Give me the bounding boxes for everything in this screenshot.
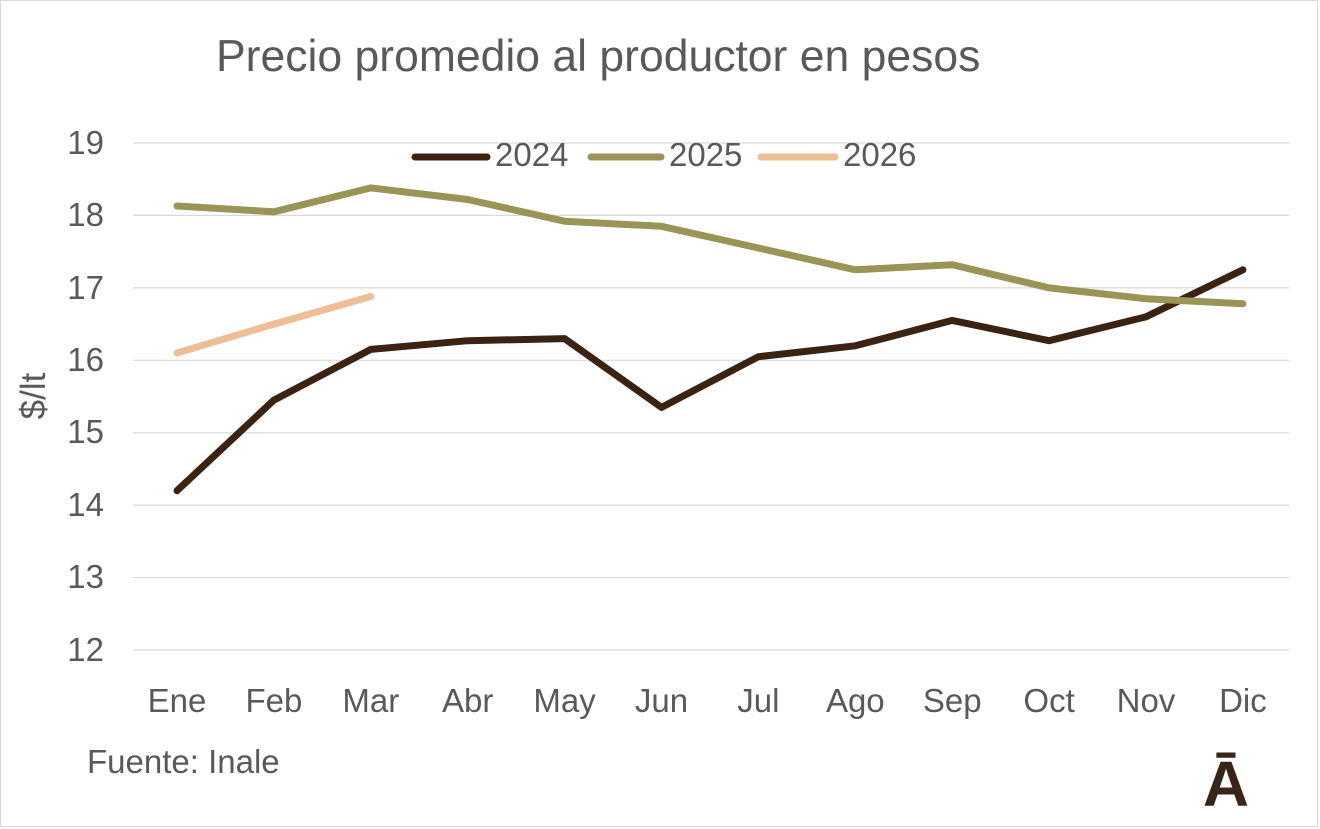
svg-text:Ā: Ā bbox=[1203, 748, 1249, 820]
svg-text:2026: 2026 bbox=[843, 136, 916, 173]
svg-text:Jul: Jul bbox=[737, 682, 779, 719]
svg-text:Dic: Dic bbox=[1219, 682, 1267, 719]
svg-text:14: 14 bbox=[67, 486, 104, 523]
svg-text:17: 17 bbox=[67, 269, 104, 306]
svg-text:Ago: Ago bbox=[826, 682, 885, 719]
svg-text:16: 16 bbox=[67, 341, 104, 378]
svg-text:Nov: Nov bbox=[1117, 682, 1176, 719]
svg-text:Abr: Abr bbox=[442, 682, 493, 719]
svg-text:Oct: Oct bbox=[1023, 682, 1074, 719]
svg-text:19: 19 bbox=[67, 124, 104, 161]
svg-text:2024: 2024 bbox=[495, 136, 568, 173]
svg-text:Ene: Ene bbox=[148, 682, 207, 719]
svg-text:May: May bbox=[533, 682, 596, 719]
svg-text:15: 15 bbox=[67, 413, 104, 450]
svg-text:$/lt: $/lt bbox=[14, 372, 53, 419]
svg-text:Jun: Jun bbox=[635, 682, 688, 719]
svg-text:13: 13 bbox=[67, 558, 104, 595]
svg-text:Mar: Mar bbox=[342, 682, 399, 719]
svg-text:12: 12 bbox=[67, 631, 104, 668]
svg-text:18: 18 bbox=[67, 196, 104, 233]
svg-text:2025: 2025 bbox=[669, 136, 742, 173]
svg-text:Sep: Sep bbox=[923, 682, 982, 719]
svg-text:Feb: Feb bbox=[245, 682, 302, 719]
